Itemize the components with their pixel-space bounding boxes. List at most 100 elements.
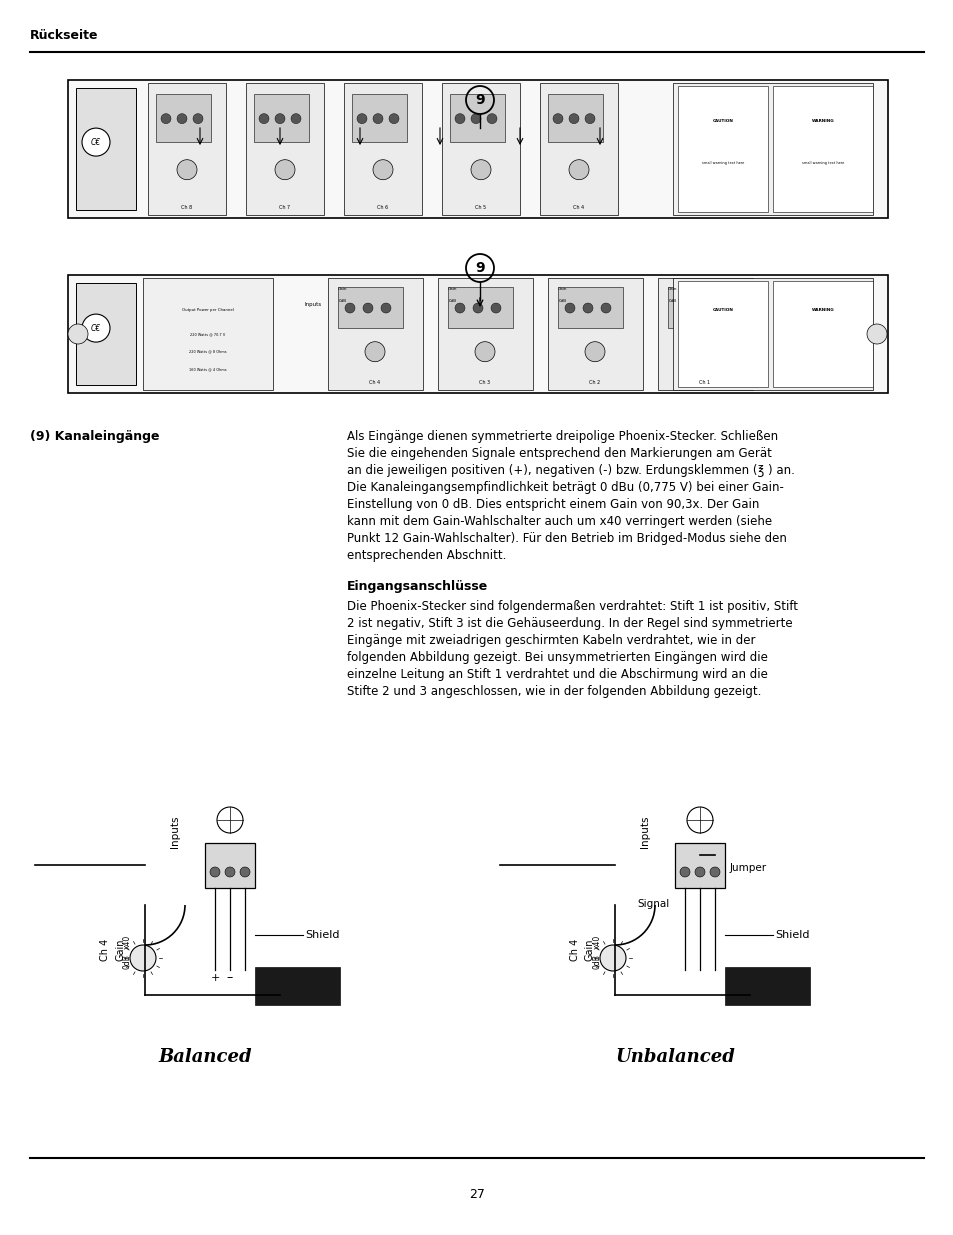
Text: 0dB: 0dB xyxy=(592,955,601,969)
Text: entsprechenden Abschnitt.: entsprechenden Abschnitt. xyxy=(347,550,506,562)
Circle shape xyxy=(68,324,88,345)
Text: Als Eingänge dienen symmetrierte dreipolige Phoenix-Stecker. Schließen: Als Eingänge dienen symmetrierte dreipol… xyxy=(347,430,778,443)
Text: 0dB: 0dB xyxy=(338,299,347,303)
Text: Eingänge mit zweiadrigen geschirmten Kabeln verdrahtet, wie in der: Eingänge mit zweiadrigen geschirmten Kab… xyxy=(347,634,755,647)
Circle shape xyxy=(177,159,196,180)
Circle shape xyxy=(240,867,250,877)
Circle shape xyxy=(274,114,285,124)
Text: Shield: Shield xyxy=(774,930,809,940)
Bar xyxy=(148,83,226,215)
Text: Inputs: Inputs xyxy=(639,815,649,848)
Bar xyxy=(143,278,273,390)
Text: Eingangsanschlüsse: Eingangsanschlüsse xyxy=(347,580,488,593)
Text: 27: 27 xyxy=(469,1188,484,1200)
Text: Ch 5: Ch 5 xyxy=(475,205,486,210)
Text: Ch 4: Ch 4 xyxy=(573,205,584,210)
Text: Gain: Gain xyxy=(448,288,457,291)
Bar xyxy=(337,287,402,329)
Text: einzelne Leitung an Stift 1 verdrahtet und die Abschirmung wird an die: einzelne Leitung an Stift 1 verdrahtet u… xyxy=(347,668,767,680)
Text: small warning text here: small warning text here xyxy=(801,161,843,164)
Text: Gain: Gain xyxy=(115,939,125,961)
Text: kann mit dem Gain-Wahlschalter auch um x40 verringert werden (siehe: kann mit dem Gain-Wahlschalter auch um x… xyxy=(347,515,771,529)
Text: 220 Watts @ 8 Ohms: 220 Watts @ 8 Ohms xyxy=(189,350,227,353)
Circle shape xyxy=(471,114,480,124)
Circle shape xyxy=(193,114,203,124)
Circle shape xyxy=(553,114,562,124)
Circle shape xyxy=(584,114,595,124)
Text: small warning text here: small warning text here xyxy=(701,161,743,164)
Text: C€: C€ xyxy=(91,137,101,147)
Text: Gain: Gain xyxy=(338,288,348,291)
Circle shape xyxy=(679,867,689,877)
Bar xyxy=(667,287,732,329)
Text: 0dB: 0dB xyxy=(558,299,566,303)
Circle shape xyxy=(389,114,398,124)
Text: –: – xyxy=(227,972,233,984)
Bar xyxy=(328,278,422,390)
Circle shape xyxy=(695,342,714,362)
Bar xyxy=(68,275,887,393)
Text: Ch 4: Ch 4 xyxy=(369,380,380,385)
Bar xyxy=(68,80,887,219)
Text: (9) Kanaleingänge: (9) Kanaleingänge xyxy=(30,430,159,443)
Circle shape xyxy=(82,314,110,342)
Bar xyxy=(675,844,724,888)
Bar xyxy=(253,94,309,142)
Text: CAUTION: CAUTION xyxy=(712,309,733,312)
Text: 9: 9 xyxy=(475,261,484,275)
Circle shape xyxy=(473,303,482,312)
Circle shape xyxy=(564,303,575,312)
Circle shape xyxy=(599,945,625,971)
Text: 0dB: 0dB xyxy=(668,299,677,303)
Circle shape xyxy=(710,303,720,312)
Text: 160 Watts @ 4 Ohms: 160 Watts @ 4 Ohms xyxy=(189,367,227,372)
Bar xyxy=(724,967,809,1005)
Bar xyxy=(246,83,324,215)
Text: Ch 4: Ch 4 xyxy=(100,939,110,961)
Bar xyxy=(437,278,533,390)
Circle shape xyxy=(373,114,382,124)
Text: Ch 3: Ch 3 xyxy=(479,380,490,385)
Circle shape xyxy=(380,303,391,312)
Circle shape xyxy=(177,114,187,124)
Circle shape xyxy=(486,114,497,124)
Circle shape xyxy=(291,114,301,124)
Bar xyxy=(254,967,339,1005)
Text: Shield: Shield xyxy=(305,930,339,940)
Bar xyxy=(450,94,504,142)
Text: x40: x40 xyxy=(122,935,132,950)
Bar xyxy=(547,278,642,390)
Text: 9: 9 xyxy=(475,93,484,107)
Text: x40: x40 xyxy=(592,935,601,950)
Text: Ch 6: Ch 6 xyxy=(377,205,388,210)
Text: 220 Watts @ 70.7 V: 220 Watts @ 70.7 V xyxy=(191,332,226,336)
Bar xyxy=(547,94,602,142)
Circle shape xyxy=(568,114,578,124)
Bar xyxy=(76,283,136,385)
Text: C€: C€ xyxy=(91,324,101,332)
Text: Ch 7: Ch 7 xyxy=(279,205,291,210)
Bar xyxy=(205,844,254,888)
Circle shape xyxy=(161,114,171,124)
Circle shape xyxy=(82,128,110,156)
Bar xyxy=(352,94,407,142)
Circle shape xyxy=(210,867,220,877)
Text: Die Kanaleingangsempfindlichkeit beträgt 0 dBu (0,775 V) bei einer Gain-: Die Kanaleingangsempfindlichkeit beträgt… xyxy=(347,480,783,494)
Text: Inputs: Inputs xyxy=(304,303,321,308)
Circle shape xyxy=(475,342,495,362)
Bar xyxy=(772,282,872,387)
Circle shape xyxy=(345,303,355,312)
Text: Gain: Gain xyxy=(558,288,567,291)
Circle shape xyxy=(471,159,491,180)
Circle shape xyxy=(365,342,385,362)
Circle shape xyxy=(356,114,367,124)
Bar xyxy=(678,282,767,387)
Circle shape xyxy=(373,159,393,180)
Bar xyxy=(558,287,622,329)
Circle shape xyxy=(692,303,702,312)
Bar xyxy=(678,86,767,212)
Text: Inputs: Inputs xyxy=(170,815,180,848)
Text: WARNING: WARNING xyxy=(811,120,834,124)
Circle shape xyxy=(491,303,500,312)
Text: folgenden Abbildung gezeigt. Bei unsymmetrierten Eingängen wird die: folgenden Abbildung gezeigt. Bei unsymme… xyxy=(347,651,767,664)
